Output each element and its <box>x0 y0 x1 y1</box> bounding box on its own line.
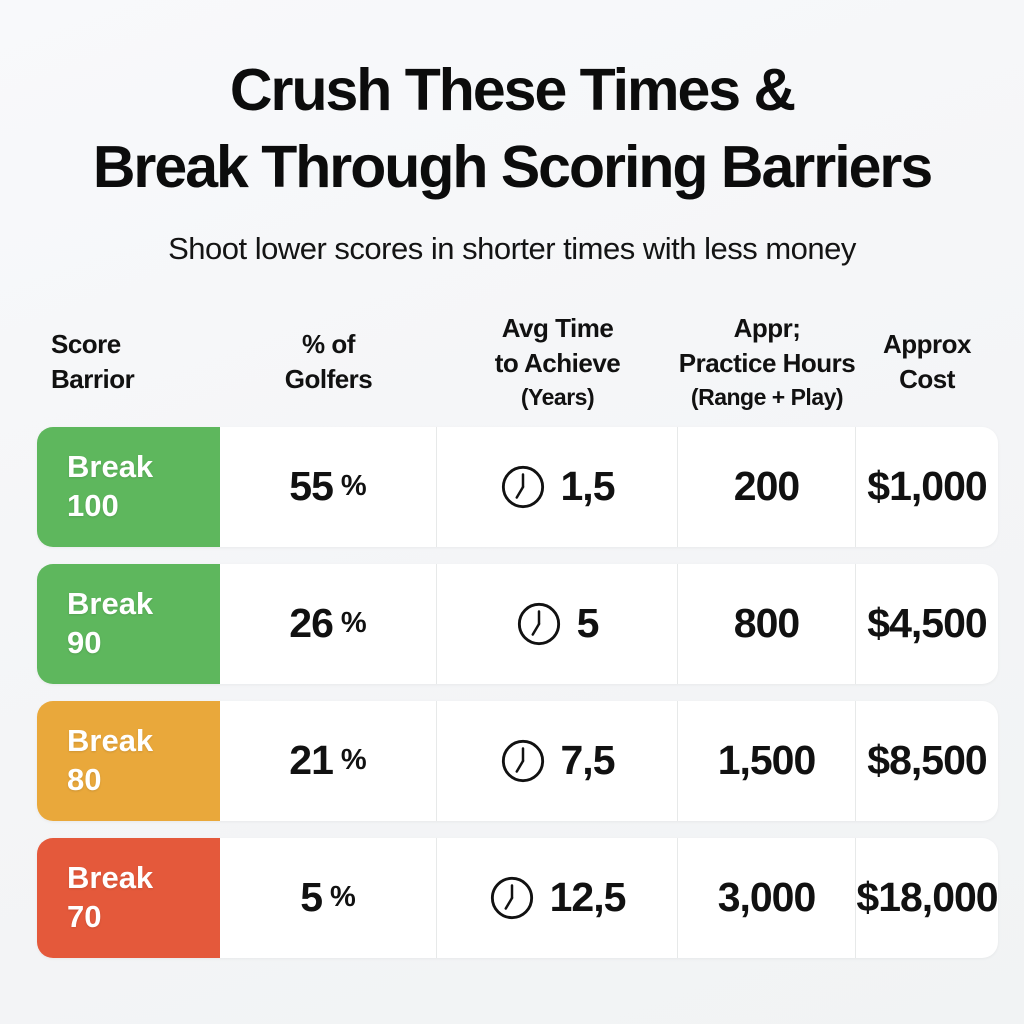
column-header-score-barrier: Score Barrior <box>51 328 135 394</box>
table-row: Break 100 55 % 1,5 200 <box>37 426 998 547</box>
avg-time-cell: 7,5 <box>437 700 678 821</box>
column-header-pct-golfers: % of Golfers <box>284 328 373 394</box>
table-row: Break 80 21 % 7,5 1,50 <box>37 700 998 821</box>
clock-icon <box>501 739 544 782</box>
score-barrier-label: Break 80 <box>67 722 154 797</box>
scoring-barriers-table: Score Barrior % of Golfers Avg Time to A… <box>37 311 998 958</box>
avg-time-cell: 1,5 <box>437 426 678 547</box>
score-barrier-label: Break 70 <box>67 859 154 934</box>
clock-icon <box>490 876 533 919</box>
score-barrier-label: Break 90 <box>67 585 154 660</box>
score-barrier-cell: Break 90 <box>37 563 220 684</box>
clock-icon <box>501 465 544 508</box>
pct-golfers-cell: 55 % <box>220 426 437 547</box>
table-body: Break 100 55 % 1,5 200 <box>37 426 998 958</box>
column-header-practice-hours: Appr; Practice Hours (Range + Play) <box>678 313 856 410</box>
approx-cost-cell: $4,500 <box>867 600 987 647</box>
avg-time-cell: 5 <box>437 563 678 684</box>
practice-hours-cell: 3,000 <box>678 837 856 958</box>
percent-sign: % <box>340 744 367 777</box>
practice-hours-cell: 1,500 <box>678 700 856 821</box>
table-row: Break 70 5 % 12,5 3,00 <box>37 837 998 958</box>
practice-hours-cell: 800 <box>678 563 856 684</box>
pct-golfers-cell: 26 % <box>220 563 437 684</box>
avg-time-cell: 12,5 <box>437 837 678 958</box>
page-title-line1: Crush These Times & <box>229 57 796 123</box>
score-barrier-label: Break 100 <box>67 448 154 523</box>
page-title-line2: Break Through Scoring Barriers <box>92 133 933 200</box>
column-header-avg-time: Avg Time to Achieve (Years) <box>494 313 621 410</box>
pct-golfers-cell: 21 % <box>220 700 437 821</box>
practice-hours-cell: 200 <box>678 426 856 547</box>
pct-golfers-cell: 5 % <box>220 837 437 958</box>
score-barrier-cell: Break 80 <box>37 700 220 821</box>
percent-sign: % <box>330 881 356 914</box>
table-header-row: Score Barrior % of Golfers Avg Time to A… <box>37 311 998 412</box>
table-row: Break 90 26 % 5 800 <box>37 563 998 684</box>
percent-sign: % <box>340 470 367 503</box>
clock-icon <box>517 602 560 645</box>
column-header-approx-cost: Approx Cost <box>883 328 972 394</box>
score-barrier-cell: Break 70 <box>37 837 220 958</box>
page-subtitle: Shoot lower scores in shorter times with… <box>168 231 856 267</box>
percent-sign: % <box>340 607 367 640</box>
page-title: Crush These Times & Break Through Scorin… <box>0 52 1024 205</box>
approx-cost-cell: $18,000 <box>856 874 998 921</box>
score-barrier-cell: Break 100 <box>37 426 220 547</box>
approx-cost-cell: $8,500 <box>867 737 987 784</box>
approx-cost-cell: $1,000 <box>867 463 987 510</box>
